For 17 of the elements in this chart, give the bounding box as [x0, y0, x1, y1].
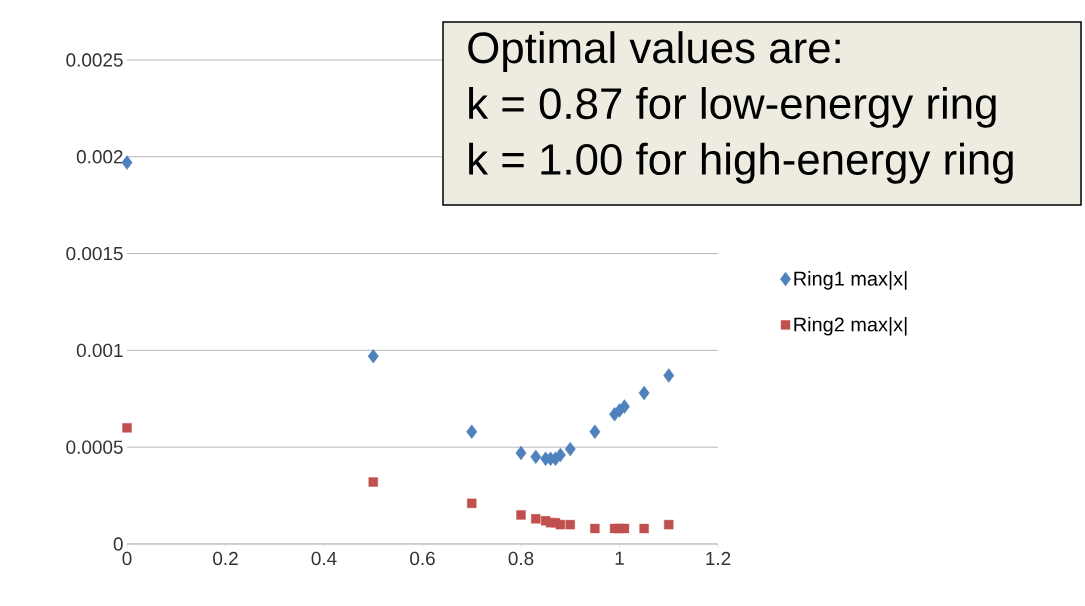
- x-tick-label: 0.2: [213, 551, 238, 566]
- annotation: k = 1.00 for high-energy ring: [469, 142, 1013, 184]
- y-tick-label: 0.0005: [66, 440, 123, 454]
- annotation: Optimal values are:: [468, 31, 840, 73]
- annotation: k = 0.87 for low-energy ring: [469, 86, 996, 128]
- legend-label: Ring2 max|x|: [794, 316, 907, 336]
- x-tick-label: 0.4: [311, 551, 337, 566]
- y-tick-label: 0.0025: [66, 53, 123, 67]
- y-tick-label: 0.002: [76, 150, 123, 164]
- y-tick-label: 0.0015: [66, 246, 123, 261]
- x-tick-label: 0.8: [508, 551, 534, 566]
- legend-label: Ring1 max|x|: [794, 271, 907, 290]
- y-tick-label: 0.001: [76, 343, 123, 358]
- x-tick-label: 0.6: [410, 551, 435, 566]
- x-tick-label: 1: [615, 551, 624, 565]
- y-tick-label: 0: [113, 537, 123, 551]
- x-tick-label: 1.2: [706, 551, 731, 565]
